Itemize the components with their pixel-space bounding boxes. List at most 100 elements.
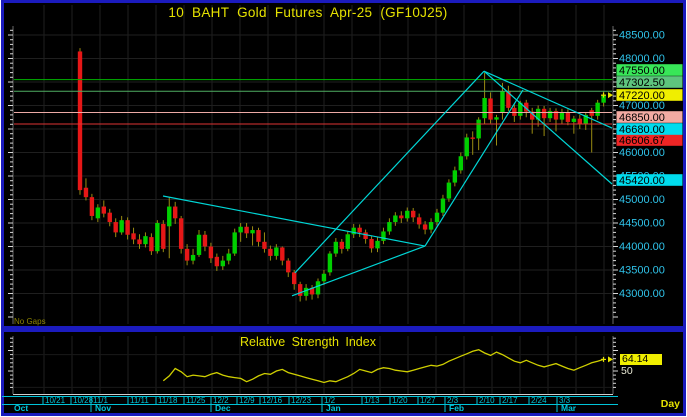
panel-separator [4, 326, 683, 332]
candle [345, 234, 350, 249]
candle [387, 222, 392, 232]
last-value-arrowhead [608, 356, 613, 363]
y-axis-label: 45000.00 [619, 194, 665, 206]
week-label: 1/20 [392, 396, 408, 405]
candle [113, 222, 118, 233]
candle [333, 241, 339, 254]
month-label: Feb [449, 403, 464, 413]
candle [559, 112, 565, 120]
candle [440, 198, 446, 213]
candle [553, 111, 559, 120]
candle [214, 256, 220, 267]
candle [583, 114, 588, 125]
candle [535, 108, 541, 120]
last-value-arrowhead [608, 92, 613, 99]
candle [399, 215, 404, 219]
week-label: 12/23 [291, 396, 312, 405]
candle [232, 232, 237, 254]
rsi-panel-title: Relative Strength Index [240, 335, 376, 349]
candle [280, 247, 285, 261]
no-gaps-status-label: No Gaps [14, 317, 46, 326]
candle [268, 248, 273, 256]
candle [434, 212, 440, 223]
candle [595, 102, 600, 116]
trendline [483, 70, 613, 129]
candle [262, 241, 267, 249]
candle [321, 273, 327, 282]
rsi-last-value-badge: 64.14 [620, 354, 662, 365]
candle [297, 284, 303, 296]
candle [488, 98, 493, 120]
candle [178, 218, 184, 249]
trendline [291, 245, 426, 297]
trendline [483, 70, 613, 185]
week-label: 12/16 [262, 396, 283, 405]
candle [173, 206, 178, 219]
week-label: 11/18 [158, 396, 178, 405]
last-price-chip [616, 89, 683, 101]
month-label: Mar [561, 403, 577, 413]
candle [190, 254, 196, 261]
candle [220, 260, 225, 267]
candle [601, 95, 606, 103]
candle [77, 51, 83, 191]
candle [143, 236, 148, 245]
y-axis-label: 47000.00 [619, 100, 665, 112]
candle [369, 238, 374, 249]
candle [303, 287, 309, 296]
week-label: 10/28 [73, 396, 94, 405]
y-axis-label: 48500.00 [619, 30, 665, 42]
candle [524, 102, 529, 112]
candle [452, 170, 458, 183]
candle [155, 223, 160, 252]
candle [381, 231, 386, 241]
candle [238, 226, 243, 233]
candle [244, 226, 249, 234]
price-level-chip-text: 46850.00 [619, 112, 665, 124]
trendline-value-chip-text: 46680.00 [619, 124, 665, 136]
candle [131, 233, 136, 240]
week-label: 12/9 [239, 396, 255, 405]
rsi-line [162, 349, 604, 384]
candle [250, 230, 255, 234]
candle [393, 215, 398, 223]
candle [292, 272, 297, 285]
week-label: 2/24 [531, 396, 547, 405]
trendline [162, 195, 426, 247]
candle [167, 206, 172, 227]
candle [512, 107, 517, 116]
candle [202, 234, 208, 247]
week-label: 11/1 [93, 396, 109, 405]
timeframe-label[interactable]: Day [660, 398, 680, 410]
week-label: 2/10 [479, 396, 495, 405]
candle [416, 217, 422, 225]
trendline [424, 89, 524, 247]
candle [184, 248, 190, 261]
candle [565, 112, 571, 122]
trendline-value-chip-text: 45420.00 [619, 175, 665, 187]
candle [422, 224, 428, 230]
price-level-chip [616, 134, 683, 146]
candle [208, 246, 214, 259]
candle [196, 234, 202, 255]
candle [446, 182, 452, 199]
candle [161, 223, 166, 249]
month-label: Dec [215, 403, 231, 413]
candle [149, 237, 154, 252]
y-axis-label: 46000.00 [619, 147, 665, 159]
candle [357, 227, 362, 233]
candle [530, 111, 535, 120]
candle [107, 212, 112, 223]
y-axis-label: 48000.00 [619, 53, 665, 65]
candle [541, 108, 547, 119]
y-axis-label: 43500.00 [619, 265, 665, 277]
candle [256, 230, 261, 242]
candle [327, 253, 333, 273]
candle [375, 240, 380, 249]
candle [95, 207, 101, 219]
week-label: 1/13 [364, 396, 380, 405]
week-label: 1/27 [420, 396, 436, 405]
candle [89, 197, 95, 216]
